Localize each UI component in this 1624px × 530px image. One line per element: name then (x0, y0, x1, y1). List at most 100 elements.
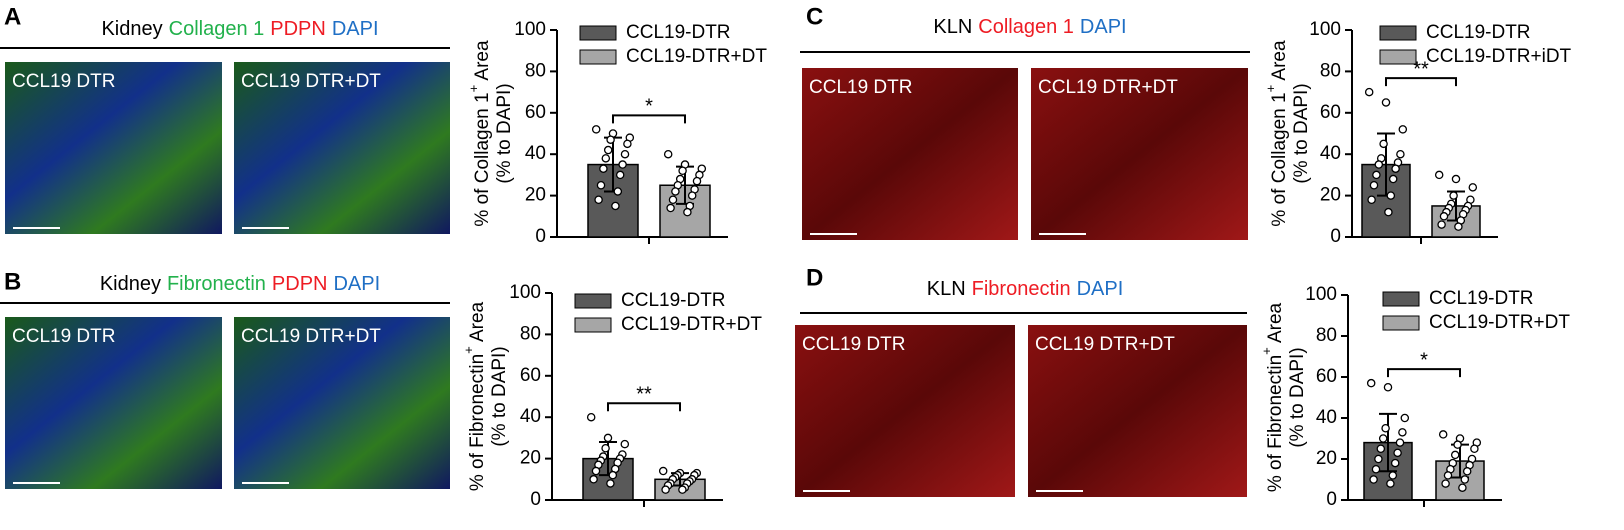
y-tick-label: 100 (1305, 284, 1337, 305)
y-tick-label: 20 (525, 185, 546, 206)
panel-label: D (806, 264, 823, 291)
data-point (594, 195, 603, 204)
data-point (1369, 475, 1378, 484)
y-title-main: % of Collagen 1 (1269, 92, 1290, 226)
y-tick-label: 20 (1316, 448, 1337, 469)
legend-swatch (1379, 49, 1417, 65)
data-point (591, 466, 601, 476)
significance-label: ** (1413, 58, 1429, 80)
data-point (1388, 174, 1398, 184)
y-title-main: % of Fibronectin (467, 354, 488, 491)
y-axis-title-2: (% to DAPI) (1287, 347, 1308, 447)
data-point (1390, 458, 1400, 468)
data-point (599, 164, 608, 173)
legend-label: CCL19-DTR+iDT (1426, 46, 1572, 67)
significance-label: ** (636, 383, 652, 405)
image-title: KLN Collagen 1 DAPI (933, 16, 1126, 38)
y-title-sup: + (1259, 347, 1274, 355)
y-tick-label: 40 (525, 143, 546, 164)
data-point (1451, 174, 1461, 184)
data-point (1374, 160, 1384, 169)
y-axis-title: % of Collagen 1+ Area (1263, 40, 1290, 227)
panel-label: B (4, 268, 21, 295)
y-tick-label: 80 (1320, 60, 1341, 81)
micrograph (1028, 325, 1247, 497)
legend-label: CCL19-DTR+DT (1429, 312, 1570, 333)
y-tick-label: 40 (520, 406, 541, 427)
data-point (1462, 467, 1472, 476)
y-axis-title-2: (% to DAPI) (489, 346, 510, 446)
y-tick-label: 0 (1330, 226, 1341, 247)
data-point (692, 176, 702, 186)
data-point (1441, 479, 1450, 488)
data-point (591, 125, 601, 134)
image-label: CCL19 DTR (802, 334, 905, 355)
legend-label: CCL19-DTR (621, 290, 726, 311)
y-tick-label: 60 (1316, 366, 1337, 387)
legend-swatch (579, 25, 617, 41)
y-tick-label: 60 (525, 102, 546, 123)
data-point (1374, 454, 1383, 464)
image-label: CCL19 DTR (809, 77, 912, 98)
data-point (1378, 434, 1388, 443)
data-point (658, 466, 668, 476)
data-point (606, 479, 615, 488)
y-tick-label: 40 (1316, 407, 1337, 428)
data-point (613, 187, 623, 196)
y-title-after: Area (467, 301, 488, 346)
data-point (596, 180, 606, 190)
y-tick-label: 80 (1316, 325, 1337, 346)
data-point (1364, 87, 1374, 97)
data-point (1379, 139, 1388, 149)
data-point (663, 149, 673, 159)
image-label: CCL19 DTR+DT (1035, 334, 1175, 355)
stain-label: Fibronectin (972, 278, 1071, 300)
data-point (1470, 444, 1479, 453)
y-tick-label: 80 (520, 323, 541, 344)
data-point (678, 166, 687, 176)
data-point (668, 195, 678, 204)
data-point (1372, 170, 1381, 180)
y-tick-label: 0 (530, 489, 541, 510)
stain-label: DAPI (1080, 16, 1127, 38)
stain-label: Kidney (100, 273, 161, 295)
data-point (603, 433, 613, 443)
stain-label: PDPN (272, 273, 328, 295)
stain-label: PDPN (270, 18, 326, 40)
data-point (620, 439, 630, 449)
y-tick-label: 40 (1320, 143, 1341, 164)
micrograph (5, 62, 222, 234)
data-point (1460, 475, 1470, 484)
y-axis-title: % of Fibronectin+ Area (1259, 302, 1286, 492)
panel-label: C (806, 3, 823, 30)
image-title: Kidney Fibronectin PDPN DAPI (100, 273, 380, 295)
data-point (1396, 149, 1405, 159)
legend-label: CCL19-DTR+DT (621, 314, 762, 335)
data-point (1450, 450, 1460, 460)
data-point (618, 160, 627, 169)
legend-swatch (574, 317, 612, 333)
data-point (1369, 180, 1379, 190)
data-point (589, 475, 598, 484)
data-point (1443, 471, 1453, 480)
legend-swatch (574, 293, 612, 309)
micrograph (1031, 68, 1248, 240)
data-point (623, 139, 632, 149)
y-tick-label: 100 (514, 19, 546, 40)
y-title-after: Area (1269, 40, 1290, 85)
legend-swatch (1382, 315, 1420, 331)
stain-label: KLN (933, 16, 972, 38)
significance-bracket (612, 114, 686, 124)
image-title: Kidney Collagen 1 PDPN DAPI (101, 18, 378, 40)
data-point (687, 191, 697, 200)
y-title-main: % of Fibronectin (1265, 355, 1286, 492)
image-title: KLN Fibronectin DAPI (927, 278, 1124, 300)
stain-label: Fibronectin (167, 273, 266, 295)
y-title-after: Area (472, 40, 493, 85)
y-tick-label: 100 (1309, 19, 1341, 40)
y-title-after: Area (1265, 302, 1286, 347)
micrograph (5, 317, 222, 489)
data-point (1367, 195, 1376, 204)
data-point (1386, 479, 1395, 488)
